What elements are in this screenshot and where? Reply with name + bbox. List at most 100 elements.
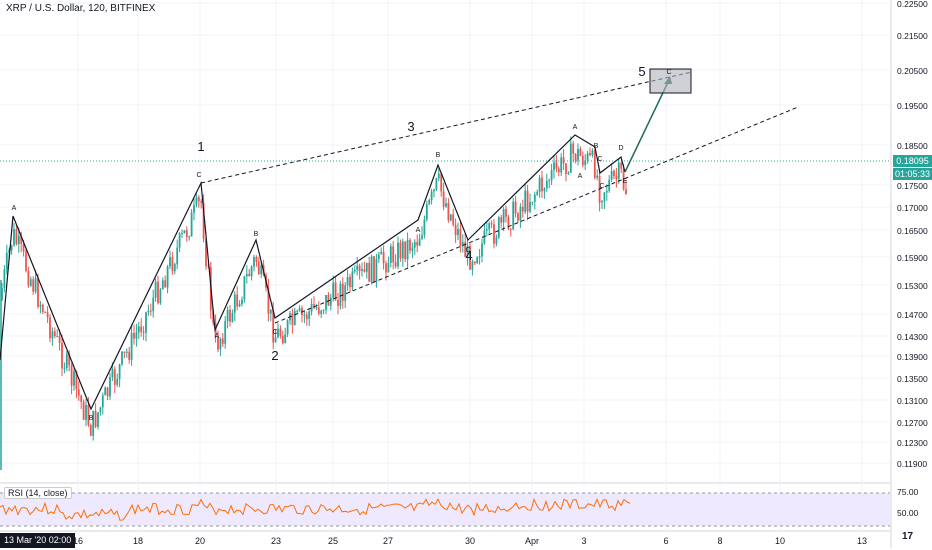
candle-body [543,188,546,192]
candle-body [529,202,531,212]
candle-body [488,223,491,230]
candle-body [267,287,270,314]
price-tick-label: 0.14700 [897,310,928,320]
candle-body [85,404,87,420]
candle-body [320,310,323,314]
candle-body [305,314,308,320]
candle-body [46,312,49,318]
candle-body [603,192,606,202]
time-tick-label: 16 [73,536,83,546]
candle-body [507,216,510,229]
candle-body [555,162,558,169]
candle-body [243,276,246,300]
candle-body [423,219,426,236]
rsi-label[interactable]: RSI (14, close) [4,487,72,499]
time-tick-label: 13 [857,536,867,546]
candle-body [250,266,253,277]
candle-body [509,228,512,230]
candle-body [325,294,327,310]
candle-body [469,245,471,270]
candle-body [221,338,224,344]
candle-body [586,153,589,161]
candle-body [327,294,330,306]
candle-body [461,242,464,247]
candle-body [94,410,97,427]
candle-body [493,224,495,244]
candle-body [459,228,462,247]
candle-body [404,241,407,260]
candle-body [416,241,419,246]
candle-body [99,407,102,413]
time-tick-label: 27 [383,536,393,546]
candle-body [370,256,373,282]
candle-body [279,328,282,336]
wave-vertex-label: C [465,247,470,254]
candle-body [495,237,498,244]
candle-body [375,258,378,283]
candle-body [298,308,301,311]
candle-body [601,201,603,203]
candle-body [377,254,380,259]
candle-body [133,332,135,339]
time-tick-label: 23 [271,536,281,546]
candle-body [308,311,311,320]
candle-body [205,239,207,266]
candle-body [514,201,517,214]
candle-body [142,331,145,333]
candle-body [329,297,332,306]
candle-body [157,281,159,304]
chart-title: XRP / U.S. Dollar, 120, BITFINEX [6,3,156,14]
candle-body [73,371,75,386]
price-tick-label: 0.13900 [897,352,928,362]
candle-body [481,243,483,257]
wave-vertex-label: E [623,178,628,185]
target-box [649,68,692,94]
candle-body [27,270,30,286]
candle-body [37,278,39,307]
candle-body [255,257,258,262]
candle-body [161,280,164,290]
candle-body [154,281,157,298]
candle-body [553,162,555,171]
candle-body [524,190,527,212]
price-tick-label: 0.15900 [897,253,928,263]
candle-body [545,180,548,189]
candle-body [397,242,399,267]
candle-body [10,245,13,251]
tradingview-logo-icon[interactable]: 17 [902,531,914,542]
candle-body [579,148,582,156]
candle-body [92,410,95,436]
candle-body [500,217,503,223]
candle-body [567,172,570,174]
cursor-date-tag: 13 Mar '20 02:00 [0,533,76,548]
candle-body [248,273,251,277]
candle-body [464,242,467,257]
wave-vertex-label: D [618,145,623,152]
wave-number-label: 3 [407,119,414,134]
candle-body [224,321,227,344]
candle-body [610,170,613,180]
wave-vertex-label: A [12,205,17,212]
candle-body [197,197,200,202]
candle-body [173,264,176,272]
candle-body [70,365,73,386]
candle-body [277,328,279,338]
candle-body [274,337,277,343]
candle-body [13,229,15,246]
candle-body [183,230,186,234]
countdown-tag: 01:05:33 [893,168,932,180]
candle-body [190,212,193,237]
candle-body [442,191,445,207]
price-tick-label: 0.16500 [897,226,928,236]
candle-body [341,283,344,301]
candle-body [241,299,243,305]
candle-body [401,241,404,259]
candle-body [541,177,543,192]
wave-number-label: 5 [638,64,645,79]
candle-body [284,334,287,344]
candle-body [625,189,627,195]
wave-vertex-label: B [89,415,94,422]
candle-body [505,209,507,217]
candle-body [344,285,347,301]
